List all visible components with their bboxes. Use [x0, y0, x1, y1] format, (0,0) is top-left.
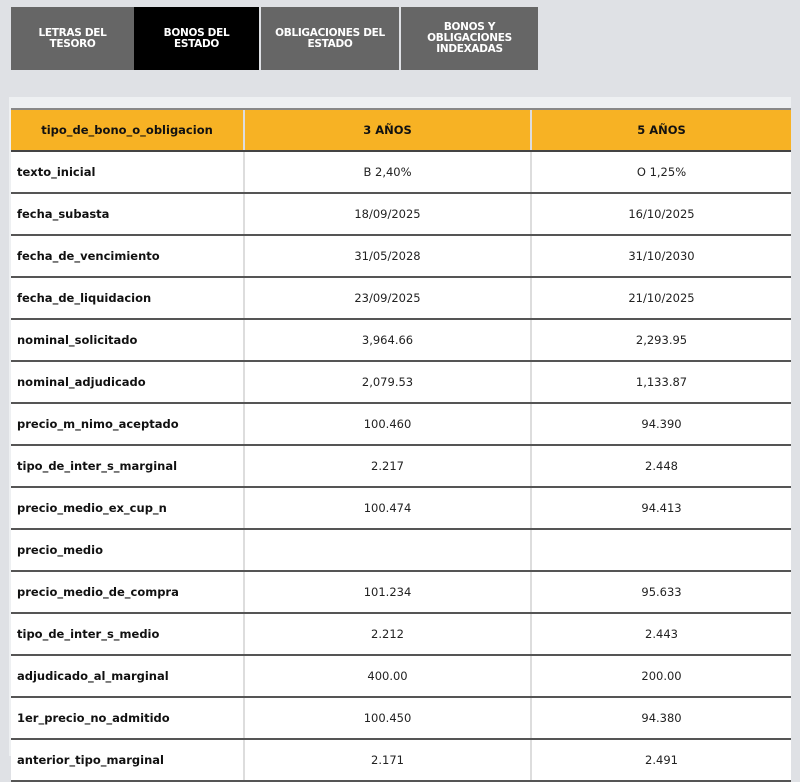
cell-value: 95.633 [530, 571, 791, 614]
row-label: tipo_de_inter_s_medio [11, 613, 244, 656]
cell-value [243, 529, 531, 572]
row-label: fecha_de_vencimiento [11, 235, 244, 278]
row-label: 1er_precio_no_admitido [11, 697, 244, 740]
cell-value: 21/10/2025 [530, 277, 791, 320]
cell-value: 100.460 [243, 403, 531, 446]
row-label: nominal_solicitado [11, 319, 244, 362]
cell-value: 31/05/2028 [243, 235, 531, 278]
cell-value [530, 529, 791, 572]
cell-value: 3,964.66 [243, 319, 531, 362]
tab-letras-del-tesoro[interactable]: LETRAS DEL TESORO [11, 7, 134, 70]
row-label: fecha_subasta [11, 193, 244, 236]
cell-value: 1,133.87 [530, 361, 791, 404]
row-label: nominal_adjudicado [11, 361, 244, 404]
table-row: anterior_tipo_marginal 2.171 2.491 [11, 739, 791, 782]
column-header: 3 AÑOS [243, 108, 531, 152]
cell-value: 16/10/2025 [530, 193, 791, 236]
row-label: tipo_de_inter_s_marginal [11, 445, 244, 488]
table-header-row: tipo_de_bono_o_obligacion 3 AÑOS 5 AÑOS [11, 108, 791, 152]
table-row: fecha_de_vencimiento 31/05/2028 31/10/2030 [11, 235, 791, 278]
column-header: tipo_de_bono_o_obligacion [11, 108, 244, 152]
cell-value: 200.00 [530, 655, 791, 698]
cell-value: O 1,25% [530, 151, 791, 194]
table-row: nominal_solicitado 3,964.66 2,293.95 [11, 319, 791, 362]
cell-value: 2.212 [243, 613, 531, 656]
column-header: 5 AÑOS [530, 108, 791, 152]
cell-value: 94.390 [530, 403, 791, 446]
cell-value: 2.217 [243, 445, 531, 488]
cell-value: B 2,40% [243, 151, 531, 194]
row-label: precio_m_nimo_aceptado [11, 403, 244, 446]
table-row: nominal_adjudicado 2,079.53 1,133.87 [11, 361, 791, 404]
table-row: adjudicado_al_marginal 400.00 200.00 [11, 655, 791, 698]
table-row: fecha_de_liquidacion 23/09/2025 21/10/2025 [11, 277, 791, 320]
cell-value: 2.443 [530, 613, 791, 656]
row-label: fecha_de_liquidacion [11, 277, 244, 320]
table-row: precio_medio_de_compra 101.234 95.633 [11, 571, 791, 614]
tab-bar: LETRAS DEL TESORO BONOS DEL ESTADO OBLIG… [11, 7, 540, 70]
row-label: precio_medio [11, 529, 244, 572]
table-row: tipo_de_inter_s_marginal 2.217 2.448 [11, 445, 791, 488]
table-row: precio_medio [11, 529, 791, 572]
cell-value: 2,293.95 [530, 319, 791, 362]
cell-value: 101.234 [243, 571, 531, 614]
table-row: fecha_subasta 18/09/2025 16/10/2025 [11, 193, 791, 236]
table-row: tipo_de_inter_s_medio 2.212 2.443 [11, 613, 791, 656]
row-label: anterior_tipo_marginal [11, 739, 244, 782]
cell-value: 94.380 [530, 697, 791, 740]
row-label: texto_inicial [11, 151, 244, 194]
cell-value: 94.413 [530, 487, 791, 530]
table-row: texto_inicial B 2,40% O 1,25% [11, 151, 791, 194]
cell-value: 2.171 [243, 739, 531, 782]
tab-obligaciones-del-estado[interactable]: OBLIGACIONES DEL ESTADO [261, 7, 399, 70]
cell-value: 2,079.53 [243, 361, 531, 404]
cell-value: 100.450 [243, 697, 531, 740]
cell-value: 100.474 [243, 487, 531, 530]
cell-value: 2.491 [530, 739, 791, 782]
cell-value: 23/09/2025 [243, 277, 531, 320]
table-row: precio_m_nimo_aceptado 100.460 94.390 [11, 403, 791, 446]
row-label: precio_medio_de_compra [11, 571, 244, 614]
cell-value: 2.448 [530, 445, 791, 488]
tab-bonos-del-estado[interactable]: BONOS DEL ESTADO [134, 7, 259, 70]
auction-results-table: tipo_de_bono_o_obligacion 3 AÑOS 5 AÑOS … [11, 108, 791, 782]
cell-value: 31/10/2030 [530, 235, 791, 278]
cell-value: 18/09/2025 [243, 193, 531, 236]
cell-value: 400.00 [243, 655, 531, 698]
row-label: adjudicado_al_marginal [11, 655, 244, 698]
table-row: precio_medio_ex_cup_n 100.474 94.413 [11, 487, 791, 530]
row-label: precio_medio_ex_cup_n [11, 487, 244, 530]
tab-bonos-y-obligaciones-indexadas[interactable]: BONOS Y OBLIGACIONES INDEXADAS [401, 7, 538, 70]
table-row: 1er_precio_no_admitido 100.450 94.380 [11, 697, 791, 740]
